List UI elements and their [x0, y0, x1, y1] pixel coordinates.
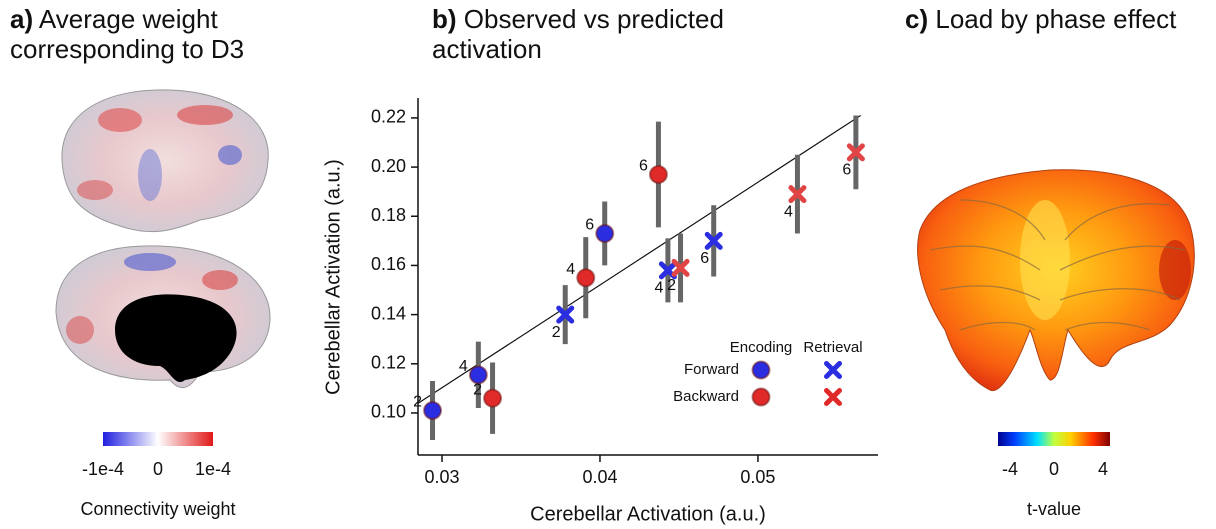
legend-row-label: Forward [684, 361, 739, 378]
legend-symbol [751, 360, 771, 380]
panel-title: a) Average weight corresponding to D3 [10, 4, 295, 64]
colorbar-tick-label: 0 [1049, 459, 1059, 479]
legend-symbol [751, 387, 771, 407]
point [483, 388, 503, 408]
point-label: 6 [639, 158, 648, 175]
colorbar-label: t-value [1027, 499, 1081, 519]
panel-title: b) Observed vs predicted activation [432, 4, 777, 64]
colorbar [103, 432, 213, 446]
title-text: Average weight corresponding to D3 [10, 4, 245, 64]
colorbar-tick-label: 4 [1098, 459, 1108, 479]
x-axis-label: Cerebellar Activation (a.u.) [530, 503, 766, 525]
y-tick-label: 0.20 [371, 156, 406, 176]
point-label: 4 [566, 261, 575, 278]
point-label: 2 [413, 394, 422, 411]
legend-column-label: Encoding [730, 339, 793, 356]
legend-row-label: Backward [673, 388, 739, 405]
legend-column-label: Retrieval [803, 339, 862, 356]
point [671, 258, 690, 277]
cerebellum-flatmap [917, 169, 1195, 392]
point [556, 305, 575, 324]
colorbar-tick-label: -4 [1002, 459, 1018, 479]
legend-symbol [824, 361, 842, 379]
y-tick-label: 0.22 [371, 107, 406, 127]
x-tick-label: 0.04 [582, 467, 617, 487]
point [576, 268, 596, 288]
point [423, 400, 443, 420]
fit-line [417, 114, 861, 404]
point [846, 143, 865, 162]
y-tick-label: 0.16 [371, 254, 406, 274]
colorbar-tick-label: 1e-4 [195, 459, 231, 479]
y-tick-label: 0.18 [371, 205, 406, 225]
colorbar [998, 432, 1110, 446]
panel-title: c) Load by phase effect [905, 4, 1215, 34]
point [704, 231, 723, 250]
point-label: 4 [459, 358, 468, 375]
point-label: 4 [654, 280, 663, 297]
colorbar-tick-label: -1e-4 [82, 459, 124, 479]
title-text: Load by phase effect [935, 4, 1177, 34]
point [468, 365, 488, 385]
point [788, 185, 807, 204]
point-label: 2 [552, 324, 561, 341]
x-tick-label: 0.03 [424, 467, 459, 487]
panel-letter: b) [432, 4, 457, 34]
point-label: 2 [667, 277, 676, 294]
y-axis-label: Cerebellar Activation (a.u.) [322, 159, 344, 395]
y-tick-label: 0.12 [371, 353, 406, 373]
brain-medial [55, 245, 271, 388]
title-text: Observed vs predicted activation [432, 4, 724, 64]
point-label: 6 [585, 217, 594, 234]
brain-lateral [61, 89, 269, 233]
panel-letter: a) [10, 4, 34, 34]
y-tick-label: 0.10 [371, 402, 406, 422]
colorbar-label: Connectivity weight [80, 499, 235, 519]
panel-letter: c) [905, 4, 929, 34]
point-label: 4 [784, 203, 793, 220]
point [648, 164, 668, 184]
point-label: 6 [842, 162, 851, 179]
y-tick-label: 0.14 [371, 303, 406, 323]
point-label: 6 [700, 250, 709, 267]
point [595, 223, 615, 243]
x-tick-label: 0.05 [740, 467, 775, 487]
colorbar-tick-label: 0 [153, 459, 163, 479]
legend-symbol [824, 388, 842, 406]
point-label: 2 [473, 381, 482, 398]
